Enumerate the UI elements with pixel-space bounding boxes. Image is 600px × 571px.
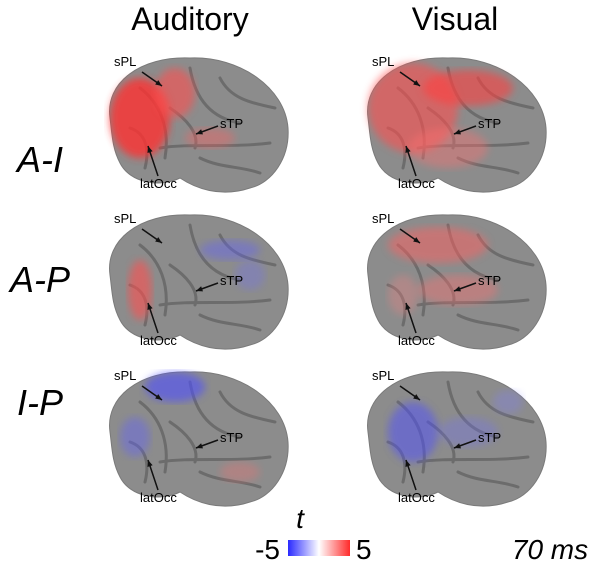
arrow-head — [405, 303, 411, 310]
activation — [388, 227, 488, 263]
arrow-head — [196, 129, 203, 135]
sulcus — [218, 390, 277, 424]
arrow-head — [147, 146, 153, 153]
activation — [145, 372, 205, 402]
annotation: latOcc — [140, 176, 177, 191]
colorbar — [288, 540, 350, 556]
sulcus — [416, 455, 530, 464]
sulcus — [168, 420, 198, 464]
activation — [388, 275, 418, 315]
annotation: sPL — [372, 54, 394, 69]
activation — [423, 70, 513, 106]
annotation: sTP — [478, 430, 501, 445]
row-label: A-I — [15, 139, 63, 180]
sulcus — [188, 66, 242, 125]
activation — [155, 68, 195, 118]
colorbar-max: 5 — [356, 534, 372, 565]
sulcus — [158, 298, 272, 307]
annotation: latOcc — [140, 333, 177, 348]
arrow-head — [454, 443, 461, 449]
activation — [185, 128, 235, 148]
arrow-head — [196, 443, 203, 449]
annotation: latOcc — [398, 490, 435, 505]
activation — [220, 462, 260, 482]
arrow-head — [413, 394, 420, 400]
arrow-head — [413, 80, 420, 86]
annotation: sPL — [114, 368, 136, 383]
annotation: latOcc — [140, 490, 177, 505]
annotation: sPL — [372, 368, 394, 383]
sulcus — [188, 223, 242, 282]
sulcus — [168, 263, 198, 307]
panels: Auditory Visual A-I sPL sTP latOcc sPL sTP latOc… — [8, 1, 547, 507]
annotation: sPL — [372, 211, 394, 226]
sulcus — [198, 313, 262, 332]
arrow-head — [454, 286, 461, 292]
brain-panel: sPL sTP latOcc — [367, 211, 547, 350]
brain-panel: sPL sTP latOcc — [109, 211, 289, 350]
annotation: sPL — [114, 211, 136, 226]
annotation: latOcc — [398, 176, 435, 191]
activation — [493, 390, 523, 414]
annotation: sTP — [220, 430, 243, 445]
sulcus — [138, 400, 168, 474]
annotation: latOcc — [398, 333, 435, 348]
sulcus — [218, 76, 277, 110]
annotation: sTP — [478, 273, 501, 288]
arrow-head — [147, 460, 153, 467]
arrow-head — [155, 394, 162, 400]
brain-panel: sPL sTP latOcc — [367, 54, 547, 193]
activation — [110, 78, 170, 158]
arrow-head — [155, 80, 162, 86]
annotation: sTP — [478, 116, 501, 131]
brain-panel: sPL sTP latOcc — [109, 54, 289, 193]
arrow-head — [155, 237, 162, 243]
arrow-head — [147, 303, 153, 310]
sulcus — [456, 470, 520, 489]
sulcus — [138, 243, 168, 317]
annotation: sTP — [220, 273, 243, 288]
column-header: Auditory — [131, 1, 248, 37]
colorbar-label: t — [296, 503, 305, 534]
arrow-head — [196, 286, 203, 292]
activation — [200, 240, 260, 260]
arrow-head — [405, 146, 411, 153]
activation — [128, 260, 152, 320]
sulcus — [456, 313, 520, 332]
brain-panel: sPL sTP latOcc — [109, 368, 289, 507]
time-label: 70 ms — [512, 534, 588, 565]
arrow-head — [405, 460, 411, 467]
row-label: I-P — [17, 382, 63, 423]
colorbar-min: -5 — [255, 534, 280, 565]
arrow-head — [413, 237, 420, 243]
activation — [388, 402, 438, 462]
activation — [235, 260, 265, 290]
column-header: Visual — [412, 1, 499, 37]
brain-panel: sPL sTP latOcc — [367, 368, 547, 507]
activation — [120, 417, 150, 457]
row-label: A-P — [8, 259, 70, 300]
annotation: sPL — [114, 54, 136, 69]
annotation: sTP — [220, 116, 243, 131]
sulcus — [476, 390, 535, 424]
sulcus — [198, 156, 262, 175]
arrow-head — [454, 129, 461, 135]
activation — [438, 417, 498, 447]
activation — [408, 128, 488, 168]
sulcus — [158, 455, 272, 464]
